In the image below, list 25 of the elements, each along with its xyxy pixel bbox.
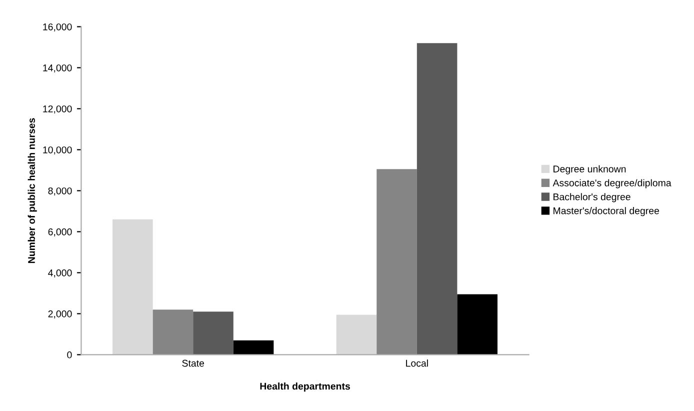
legend-label: Associate's degree/diploma [552, 179, 672, 188]
y-tick-label: 16,000 [43, 23, 72, 32]
legend-label: Degree unknown [554, 165, 626, 174]
bar [233, 340, 274, 355]
y-tick-label: 14,000 [43, 64, 72, 72]
x-tick-label: State [182, 360, 204, 367]
bar [112, 219, 153, 355]
x-tick-label: Local [406, 360, 428, 367]
y-tick-label: 6,000 [48, 228, 72, 236]
x-axis-title: Health departments [260, 382, 350, 392]
y-axis-title: Number of public health nurses [28, 118, 37, 263]
legend-label: Master's/doctoral degree [554, 207, 660, 216]
bar [193, 312, 234, 355]
bar [152, 310, 194, 355]
y-tick-label: 8,000 [48, 187, 72, 196]
y-tick-label: 12,000 [43, 105, 72, 114]
bar [336, 314, 377, 355]
bar [416, 43, 458, 355]
y-tick-label: 2,000 [48, 310, 72, 318]
y-tick-label: 10,000 [43, 146, 72, 154]
y-tick-label: 4,000 [48, 269, 72, 278]
y-tick-label: 0 [67, 351, 72, 358]
legend-label: Bachelor's degree [554, 193, 630, 202]
bar [376, 169, 417, 355]
bar [457, 294, 498, 355]
